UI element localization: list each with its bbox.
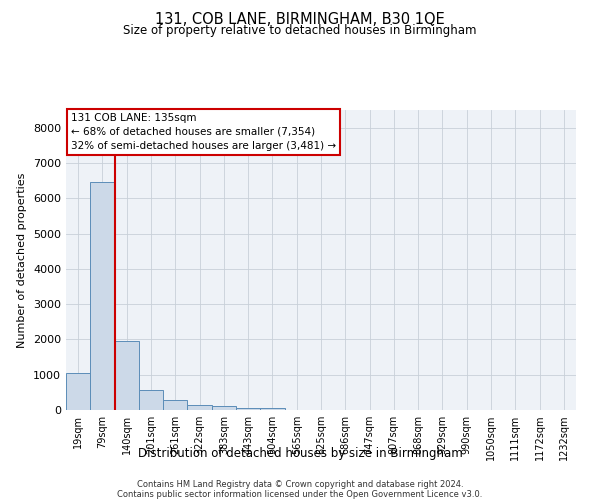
Text: 131, COB LANE, BIRMINGHAM, B30 1QE: 131, COB LANE, BIRMINGHAM, B30 1QE bbox=[155, 12, 445, 28]
Bar bbox=[66, 373, 90, 410]
Bar bbox=[163, 400, 187, 410]
Text: Contains public sector information licensed under the Open Government Licence v3: Contains public sector information licen… bbox=[118, 490, 482, 499]
Bar bbox=[212, 406, 236, 410]
Bar bbox=[260, 408, 284, 410]
Y-axis label: Number of detached properties: Number of detached properties bbox=[17, 172, 28, 348]
Bar bbox=[90, 182, 115, 410]
Bar bbox=[115, 341, 139, 410]
Text: Distribution of detached houses by size in Birmingham: Distribution of detached houses by size … bbox=[137, 448, 463, 460]
Text: Contains HM Land Registry data © Crown copyright and database right 2024.: Contains HM Land Registry data © Crown c… bbox=[137, 480, 463, 489]
Bar bbox=[187, 406, 212, 410]
Text: 131 COB LANE: 135sqm
← 68% of detached houses are smaller (7,354)
32% of semi-de: 131 COB LANE: 135sqm ← 68% of detached h… bbox=[71, 113, 336, 151]
Bar bbox=[236, 408, 260, 410]
Text: Size of property relative to detached houses in Birmingham: Size of property relative to detached ho… bbox=[123, 24, 477, 37]
Bar bbox=[139, 390, 163, 410]
